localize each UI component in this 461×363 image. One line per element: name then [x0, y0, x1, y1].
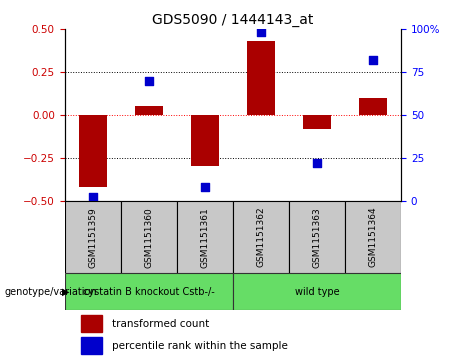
Bar [345, 201, 401, 273]
Bar [247, 41, 275, 115]
Text: GSM1151362: GSM1151362 [256, 207, 266, 268]
Bar [233, 273, 401, 310]
Point [257, 29, 265, 35]
Text: genotype/variation: genotype/variation [5, 287, 97, 297]
Bar [121, 201, 177, 273]
Text: GSM1151363: GSM1151363 [313, 207, 321, 268]
Bar [233, 201, 289, 273]
Bar [82, 337, 101, 354]
Point [201, 184, 208, 190]
Bar [359, 98, 387, 115]
Text: ▶: ▶ [62, 287, 70, 297]
Bar [65, 273, 233, 310]
Text: GSM1151359: GSM1151359 [88, 207, 97, 268]
Title: GDS5090 / 1444143_at: GDS5090 / 1444143_at [152, 13, 313, 26]
Bar [82, 315, 101, 332]
Bar [177, 201, 233, 273]
Text: cystatin B knockout Cstb-/-: cystatin B knockout Cstb-/- [83, 287, 214, 297]
Bar [135, 106, 163, 115]
Point [369, 57, 377, 63]
Text: percentile rank within the sample: percentile rank within the sample [112, 341, 288, 351]
Bar [65, 201, 121, 273]
Text: GSM1151364: GSM1151364 [368, 207, 378, 268]
Bar [289, 201, 345, 273]
Bar [191, 115, 219, 167]
Text: GSM1151361: GSM1151361 [200, 207, 209, 268]
Text: transformed count: transformed count [112, 319, 209, 329]
Bar [303, 115, 331, 129]
Text: wild type: wild type [295, 287, 339, 297]
Text: GSM1151360: GSM1151360 [144, 207, 153, 268]
Point [89, 195, 96, 200]
Bar [78, 115, 106, 187]
Point [313, 160, 321, 166]
Point [145, 78, 152, 83]
